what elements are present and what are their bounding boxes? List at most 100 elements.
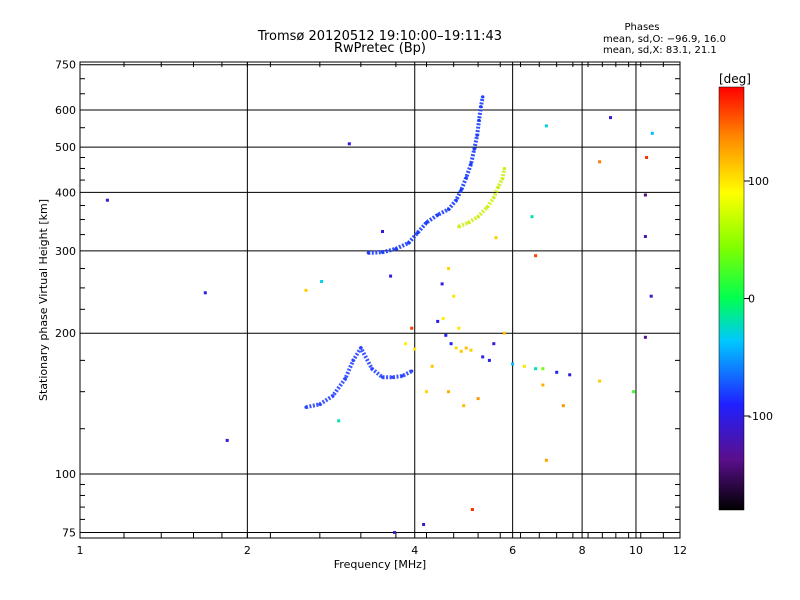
data-point — [469, 348, 473, 352]
trace-point — [492, 195, 496, 200]
y-tick-label: 400 — [55, 186, 76, 199]
data-point — [522, 364, 526, 368]
data-point — [304, 288, 308, 292]
y-tick-label: 600 — [55, 104, 76, 117]
trace-point — [436, 213, 440, 217]
trace-point — [481, 95, 485, 99]
trace-point — [464, 176, 468, 180]
trace-point — [472, 147, 476, 151]
minor-ticks — [80, 62, 680, 538]
phases-title: Phases — [624, 22, 659, 33]
trace-point — [380, 250, 385, 254]
y-tick-labels: 75 100 200 300 400 500 600 750 — [55, 59, 76, 540]
data-point — [430, 364, 434, 368]
data-point — [645, 156, 649, 159]
trace-point — [475, 133, 479, 137]
x-tick-label: 4 — [411, 544, 418, 557]
trace-point — [370, 367, 374, 371]
y-tick-label: 100 — [55, 468, 76, 481]
trace-point — [467, 220, 471, 225]
data-point — [203, 291, 207, 295]
data-point — [492, 342, 496, 346]
data-point — [649, 294, 653, 298]
data-point — [598, 160, 602, 164]
data-point — [404, 342, 407, 346]
phases-mean-o: mean, sd,O: −96.9, 16.0 — [603, 34, 726, 45]
colorbar — [718, 86, 745, 511]
trace-point — [479, 105, 483, 109]
data-point — [481, 355, 485, 359]
x-tick-label: 2 — [244, 544, 251, 557]
plot-area — [80, 62, 680, 538]
trace-point — [477, 118, 481, 122]
data-traces — [304, 95, 507, 410]
colorbar-label: [deg] — [719, 72, 751, 86]
data-point — [476, 397, 480, 401]
data-point — [454, 346, 458, 350]
data-point — [534, 367, 538, 371]
data-point — [337, 419, 341, 423]
trace-point — [416, 231, 420, 235]
colorbar-ticks: 100 0 -100 — [744, 175, 773, 423]
data-point — [422, 523, 426, 526]
colorbar-tick-label: -100 — [748, 410, 773, 423]
trace-point — [318, 402, 322, 406]
chart-title: Tromsø 20120512 19:10:00–19:11:43 — [257, 29, 502, 44]
data-point — [511, 362, 515, 366]
trace-point — [457, 225, 461, 229]
trace-point — [502, 166, 506, 171]
trace-point — [500, 177, 504, 181]
data-point — [643, 193, 647, 197]
data-point — [544, 458, 548, 462]
trace-point — [400, 374, 404, 378]
trace-point — [351, 358, 355, 362]
data-point — [459, 349, 463, 353]
trace-point — [331, 394, 335, 398]
data-point — [447, 390, 450, 394]
data-point — [381, 230, 384, 233]
data-point — [502, 331, 506, 335]
trace-point — [424, 220, 429, 225]
data-point — [413, 347, 417, 351]
trace-1 — [458, 168, 507, 229]
trace-point — [496, 185, 500, 189]
data-point — [494, 236, 498, 240]
colorbar-tick-label: 100 — [748, 175, 769, 188]
phases-mean-x: mean, sd,X: 83.1, 21.1 — [603, 45, 717, 56]
data-point — [462, 404, 466, 408]
data-point — [444, 333, 448, 337]
data-point — [541, 367, 545, 371]
trace-point — [469, 162, 473, 166]
x-tick-label: 1 — [77, 544, 84, 557]
trace-point — [304, 405, 308, 409]
y-tick-label: 500 — [55, 141, 76, 154]
trace-point — [380, 375, 385, 379]
trace-point — [343, 377, 347, 381]
x-axis-label: Frequency [MHz] — [334, 558, 426, 571]
data-point — [347, 142, 351, 146]
trace-point — [476, 215, 480, 219]
colorbar-tick-label: 0 — [748, 293, 755, 306]
trace-point — [459, 188, 463, 192]
data-point — [440, 282, 444, 286]
trace-point — [454, 198, 458, 202]
data-point — [320, 280, 324, 283]
data-point — [470, 508, 474, 511]
data-point — [393, 531, 397, 534]
data-point — [609, 116, 612, 120]
plot-frame — [79, 61, 681, 539]
data-point — [425, 390, 428, 394]
y-axis-label: Stationary phase Virtual Height [km] — [37, 199, 50, 401]
data-point — [410, 326, 414, 330]
x-tick-label: 12 — [673, 544, 687, 557]
data-point — [561, 404, 565, 408]
trace-point — [359, 346, 363, 350]
data-point — [555, 370, 559, 374]
x-tick-label: 8 — [579, 544, 586, 557]
data-point — [441, 317, 445, 320]
x-tick-label: 6 — [509, 544, 516, 557]
data-point — [105, 198, 109, 202]
trace-point — [407, 241, 411, 245]
data-point — [447, 267, 450, 270]
